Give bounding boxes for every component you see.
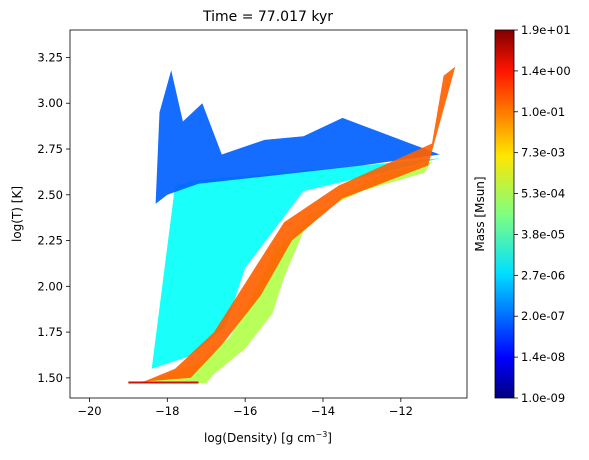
y-tick-label: 3.25 — [37, 50, 63, 64]
plot-area — [128, 66, 456, 384]
chart-title: Time = 77.017 kyr — [202, 9, 333, 25]
y-tick-label: 2.00 — [37, 279, 63, 293]
x-tick-label: −20 — [77, 404, 101, 418]
y-tick-label: 3.00 — [37, 96, 63, 110]
colorbar-tick-label: 1.9e+01 — [521, 23, 571, 37]
y-tick-label: 2.75 — [37, 142, 63, 156]
region-cold-dense-band — [128, 161, 432, 384]
x-tick-label: −12 — [389, 404, 413, 418]
colorbar-tick-label: 1.0e-01 — [521, 105, 565, 119]
y-axis: 1.50 1.75 2.00 2.25 2.50 2.75 3.00 3.25 — [37, 50, 70, 385]
plot-frame — [69, 29, 468, 399]
colorbar-tick-label: 2.7e-06 — [521, 268, 565, 282]
colorbar — [494, 29, 515, 399]
region-warm-diffuse — [151, 158, 440, 369]
y-axis-label: log(T) [K] — [10, 186, 24, 242]
y-tick-label: 2.25 — [37, 234, 63, 248]
colorbar-tick-label: 7.3e-03 — [521, 146, 565, 160]
y-tick-label: 1.50 — [37, 371, 63, 385]
colorbar-ticks: 1.0e-09 1.4e-08 2.0e-07 2.7e-06 3.8e-05 5.3e-… — [514, 23, 571, 405]
y-tick-label: 1.75 — [37, 325, 63, 339]
colorbar-tick-label: 2.0e-07 — [521, 309, 565, 323]
colorbar-tick-label: 5.3e-04 — [521, 187, 565, 201]
x-axis: −20 −18 −16 −14 −12 — [77, 398, 413, 418]
region-ridge — [144, 66, 456, 382]
colorbar-tick-label: 1.4e+00 — [521, 64, 571, 78]
colorbar-tick-label: 1.4e-08 — [521, 350, 565, 364]
colorbar-label: Mass [Msun] — [473, 176, 487, 251]
region-hot-high — [155, 70, 440, 204]
x-tick-label: −14 — [311, 404, 335, 418]
x-tick-label: −16 — [233, 404, 257, 418]
colorbar-tick-label: 3.8e-05 — [521, 227, 565, 241]
x-axis-label: log(Density) [g cm−3] — [204, 430, 332, 445]
y-tick-label: 2.50 — [37, 188, 63, 202]
colorbar-tick-label: 1.0e-09 — [521, 391, 565, 405]
x-tick-label: −18 — [155, 404, 179, 418]
